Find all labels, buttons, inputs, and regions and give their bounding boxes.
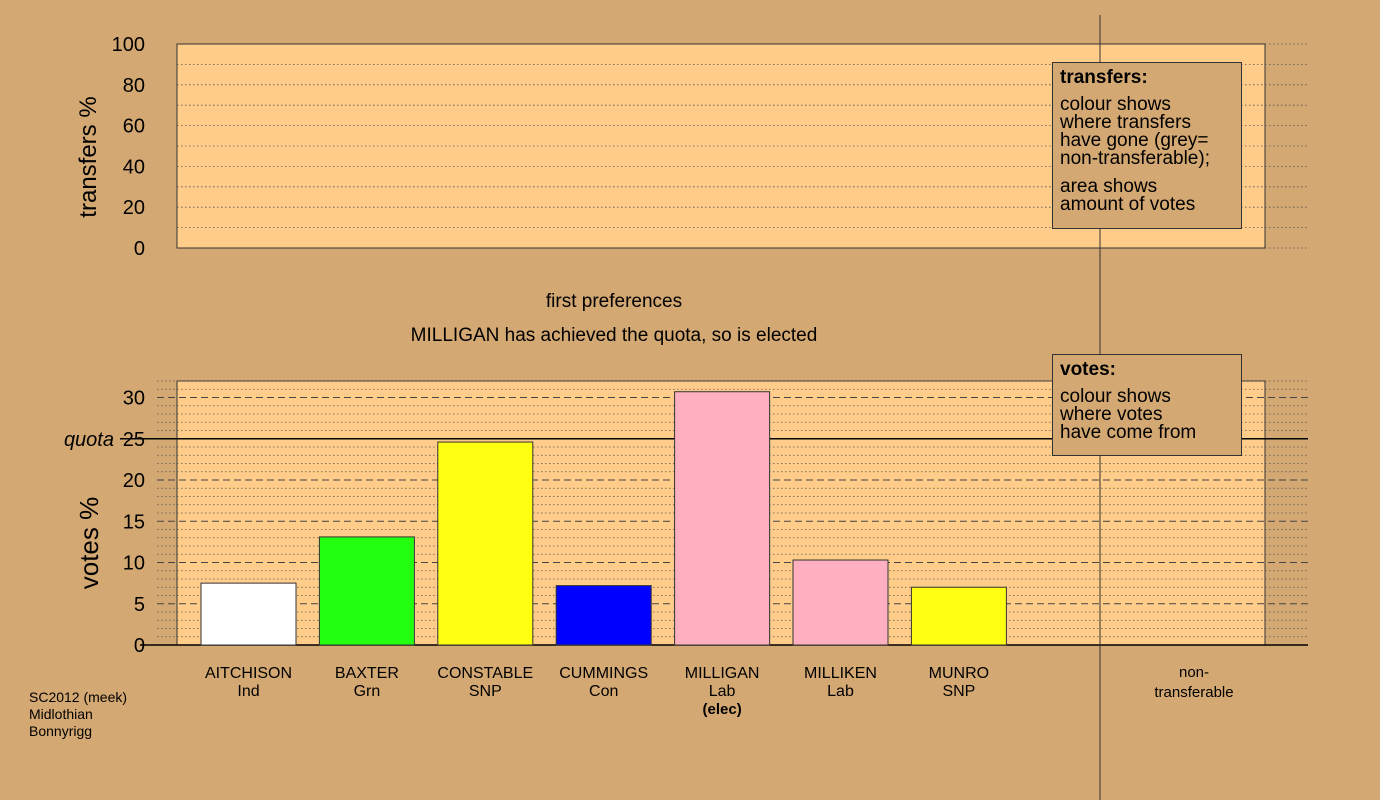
candidate-name-label: BAXTER — [335, 665, 399, 682]
transfers-legend-line: colour shows — [1060, 94, 1171, 115]
candidate-party-label: Grn — [354, 683, 381, 700]
candidate-name-label: MILLIKEN — [804, 665, 877, 682]
transfers-legend-line: amount of votes — [1060, 194, 1196, 215]
non-transferable-label: non- — [1179, 664, 1209, 681]
votes-tick-label: 10 — [123, 553, 145, 575]
transfers-legend: transfers: colour shows where transfers … — [1052, 62, 1242, 229]
votes-tick-label: 15 — [123, 511, 145, 533]
bar-constable — [437, 441, 534, 646]
non-transferable-label: transferable — [1154, 684, 1233, 701]
transfers-tick-label: 0 — [134, 238, 145, 260]
status-text: MILLIGAN has achieved the quota, so is e… — [411, 325, 818, 346]
bar-milliken — [792, 559, 889, 646]
candidate-party-label: Lab — [827, 683, 854, 700]
votes-tick-label: 20 — [123, 470, 145, 492]
candidate-name-label: MILLIGAN — [685, 665, 760, 682]
votes-legend-line: where votes — [1060, 404, 1163, 425]
candidate-party-label: SNP — [942, 683, 975, 700]
bar-munro — [910, 586, 1007, 646]
bar-milligan — [674, 391, 771, 646]
votes-tick-label: 30 — [123, 388, 145, 410]
footer: SC2012 (meek) Midlothian Bonnyrigg — [29, 689, 127, 740]
votes-legend: votes: colour shows where votes have com… — [1052, 354, 1242, 456]
bar-aitchison — [200, 582, 297, 646]
votes-legend-title: votes: — [1060, 359, 1116, 380]
votes-legend-line: colour shows — [1060, 386, 1171, 407]
quota-label: quota — [64, 429, 114, 451]
transfers-tick-label: 100 — [112, 34, 145, 56]
votes-tick-label: 0 — [134, 635, 145, 657]
footer-line: Midlothian — [29, 706, 93, 722]
footer-line: Bonnyrigg — [29, 723, 93, 739]
transfers-tick-label: 20 — [123, 197, 145, 219]
transfers-legend-line: non-transferable); — [1060, 148, 1210, 169]
transfers-tick-label: 40 — [123, 156, 145, 178]
bar-cummings — [555, 585, 652, 646]
candidate-elected-label: (elec) — [703, 701, 742, 718]
votes-legend-line: have come from — [1060, 422, 1197, 443]
footer-line: SC2012 (meek) — [29, 689, 128, 705]
candidate-name-label: CUMMINGS — [559, 665, 648, 682]
candidate-party-label: Ind — [237, 683, 259, 700]
votes-tick-label: 5 — [134, 594, 145, 616]
candidate-party-label: SNP — [469, 683, 502, 700]
votes-tick-label: 25 — [123, 429, 145, 451]
candidate-name-label: MUNRO — [929, 665, 989, 682]
candidate-name-label: AITCHISON — [205, 665, 292, 682]
transfers-legend-line: have gone (grey= — [1060, 130, 1209, 151]
transfers-axis-title: transfers % — [75, 96, 102, 217]
candidate-party-label: Lab — [709, 683, 736, 700]
candidate-name-label: CONSTABLE — [437, 665, 533, 682]
transfers-legend-line: where transfers — [1060, 112, 1191, 133]
transfers-tick-label: 60 — [123, 116, 145, 138]
transfers-tick-label: 80 — [123, 75, 145, 97]
candidate-party-label: Con — [589, 683, 618, 700]
bar-baxter — [318, 536, 415, 646]
transfers-legend-title: transfers: — [1060, 67, 1148, 88]
votes-axis-title: votes % — [74, 497, 104, 590]
transfers-legend-line: area shows — [1060, 176, 1158, 197]
stage-label: first preferences — [546, 291, 682, 312]
